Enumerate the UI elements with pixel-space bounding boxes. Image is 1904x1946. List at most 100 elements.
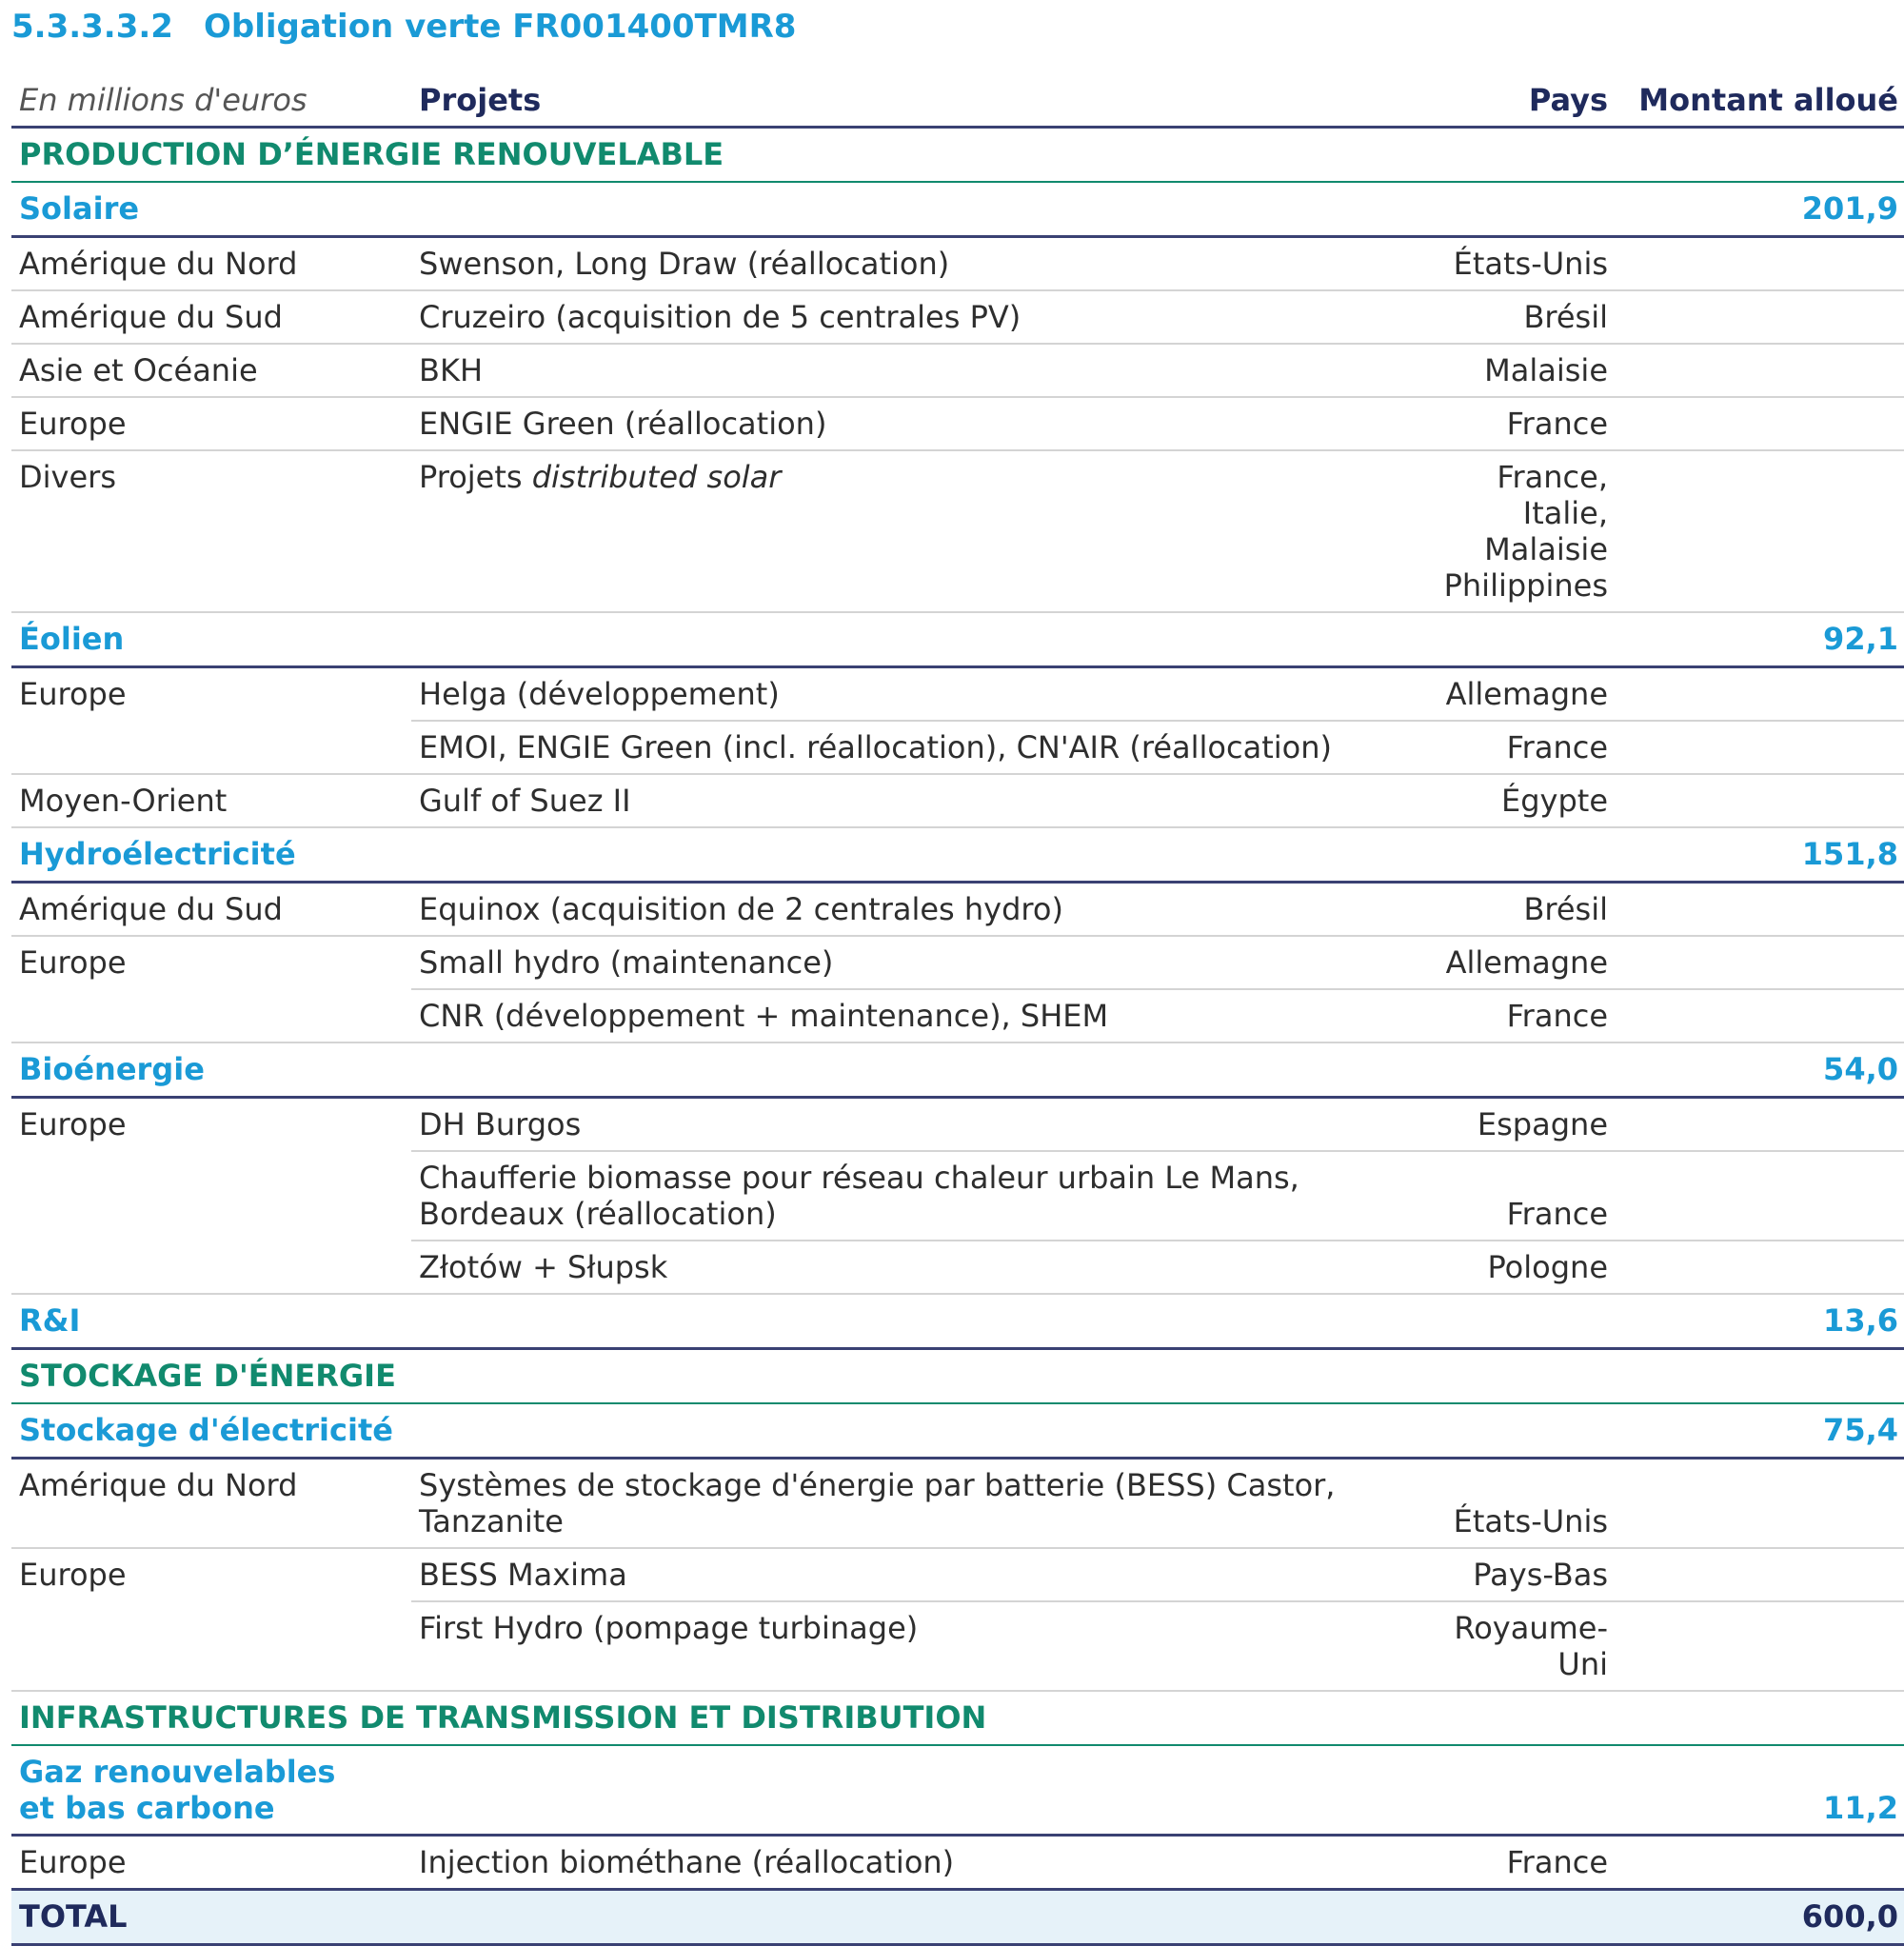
category-label: Bioénergie	[11, 1042, 1616, 1099]
section-title-text: Obligation verte FR001400TMR8	[203, 8, 797, 46]
amount-cell	[1616, 721, 1904, 775]
pays-line: Malaisie	[1484, 531, 1608, 567]
project-cell: Złotów + Słupsk	[411, 1241, 1401, 1295]
region-cell: Europe	[11, 397, 411, 451]
amount-cell	[1616, 344, 1904, 398]
project-cell: CNR (développement + maintenance), SHEM	[411, 989, 1401, 1043]
amount-cell	[1616, 290, 1904, 345]
amount-cell	[1616, 989, 1904, 1043]
category-label-line: et bas carbone	[19, 1790, 275, 1826]
table-row: Złotów + Słupsk Pologne	[11, 1241, 1904, 1295]
allocation-table: En millions d'euros Projets Pays Montant…	[11, 53, 1904, 1946]
section-row-production: PRODUCTION D’ÉNERGIE RENOUVELABLE	[11, 127, 1904, 183]
region-cell: Amérique du Sud	[11, 290, 411, 345]
region-cell: Europe	[11, 1097, 411, 1295]
category-row-ri: R&I 13,6	[11, 1294, 1904, 1350]
pays-cell: États-Unis	[1401, 1458, 1616, 1549]
pays-cell: Pologne	[1401, 1241, 1616, 1295]
category-label: Gaz renouvelables et bas carbone	[11, 1745, 1616, 1837]
table-row: Amérique du Sud Cruzeiro (acquisition de…	[11, 290, 1904, 345]
table-row: Amérique du Sud Equinox (acquisition de …	[11, 882, 1904, 937]
category-amount: 13,6	[1616, 1294, 1904, 1350]
table-row: Chaufferie biomasse pour réseau chaleur …	[11, 1151, 1904, 1241]
category-row-eolien: Éolien 92,1	[11, 612, 1904, 668]
amount-cell	[1616, 1151, 1904, 1241]
project-cell: BKH	[411, 344, 1401, 398]
total-row: TOTAL 600,0	[11, 1888, 1904, 1946]
project-cell: Injection biométhane (réallocation)	[419, 1844, 955, 1880]
pays-cell: France	[1401, 1151, 1616, 1241]
table-row: Europe Injection biométhane (réallocatio…	[11, 1836, 1904, 1890]
table-row: EMOI, ENGIE Green (incl. réallocation), …	[11, 721, 1904, 775]
project-cell: Cruzeiro (acquisition de 5 centrales PV)	[411, 290, 1401, 345]
pays-cell: Royaume-Uni	[1401, 1601, 1616, 1692]
table-row: Europe Small hydro (maintenance) Allemag…	[11, 936, 1904, 1043]
category-amount: 201,9	[1616, 182, 1904, 238]
project-cell: EMOI, ENGIE Green (incl. réallocation), …	[411, 721, 1401, 775]
table-row: Amérique du Nord Systèmes de stockage d'…	[11, 1458, 1904, 1549]
category-amount: 92,1	[1616, 612, 1904, 668]
category-amount: 54,0	[1616, 1042, 1904, 1099]
total-label: TOTAL	[11, 1888, 1616, 1946]
table-header: En millions d'euros Projets Pays Montant…	[11, 53, 1904, 129]
table-row: Europe Helga (développement) Allemagne	[11, 666, 1904, 775]
total-amount: 600,0	[1616, 1888, 1904, 1946]
region-cell: Europe	[19, 1844, 127, 1880]
project-line: Bordeaux (réallocation)	[419, 1196, 777, 1232]
project-cell: Chaufferie biomasse pour réseau chaleur …	[411, 1151, 1401, 1241]
unit-header: En millions d'euros	[11, 53, 411, 129]
pays-cell: Brésil	[1401, 882, 1616, 937]
table-row: Asie et Océanie BKH Malaisie	[11, 344, 1904, 398]
category-label: R&I	[11, 1294, 1616, 1350]
project-cell: Small hydro (maintenance)	[411, 936, 1401, 990]
amount-cell	[1616, 1241, 1904, 1295]
category-amount: 11,2	[1616, 1745, 1904, 1837]
project-cell: Equinox (acquisition de 2 centrales hydr…	[411, 882, 1401, 937]
amount-cell	[1616, 236, 1904, 291]
project-cell: Projets distributed solar	[411, 450, 1401, 613]
pays-cell: France, Italie, Malaisie Philippines	[1401, 450, 1616, 613]
amount-cell	[1616, 774, 1904, 828]
amount-cell	[1616, 1548, 1904, 1602]
pays-cell: Brésil	[1401, 290, 1616, 345]
projets-header: Projets	[411, 53, 1401, 129]
table-row: Europe DH Burgos Espagne	[11, 1097, 1904, 1295]
region-cell: Amérique du Nord	[11, 236, 411, 291]
table-row: Europe BESS Maxima Pays-Bas	[11, 1548, 1904, 1692]
table-row: Moyen-Orient Gulf of Suez II Égypte	[11, 774, 1904, 828]
pays-header: Pays	[1401, 53, 1616, 129]
project-cell: Gulf of Suez II	[411, 774, 1401, 828]
region-cell: Divers	[11, 450, 411, 613]
section-label: STOCKAGE D'ÉNERGIE	[11, 1348, 1904, 1404]
region-cell: Amérique du Sud	[11, 882, 411, 937]
project-cell: First Hydro (pompage turbinage)	[411, 1601, 1401, 1692]
amount-cell	[1616, 666, 1904, 722]
category-label: Solaire	[11, 182, 1616, 238]
region-cell: Amérique du Nord	[11, 1458, 411, 1549]
project-cell: BESS Maxima	[411, 1548, 1401, 1602]
pays-line: Philippines	[1443, 567, 1608, 604]
project-line: Systèmes de stockage d'énergie par batte…	[419, 1467, 1336, 1503]
project-cell: Systèmes de stockage d'énergie par batte…	[411, 1458, 1401, 1549]
pays-cell: Allemagne	[1401, 666, 1616, 722]
pays-cell: États-Unis	[1401, 236, 1616, 291]
category-row-stockage-electricite: Stockage d'électricité 75,4	[11, 1403, 1904, 1460]
region-cell: Europe	[11, 936, 411, 1043]
amount-cell	[1616, 450, 1904, 613]
amount-cell	[1616, 1836, 1904, 1890]
category-amount: 75,4	[1616, 1403, 1904, 1460]
section-title: 5.3.3.3.2 Obligation verte FR001400TMR8	[11, 0, 1893, 53]
amount-cell	[1616, 1097, 1904, 1152]
section-row-infrastructures: INFRASTRUCTURES DE TRANSMISSION ET DISTR…	[11, 1691, 1904, 1746]
pays-cell: Allemagne	[1401, 936, 1616, 990]
category-row-bioenergie: Bioénergie 54,0	[11, 1042, 1904, 1099]
pays-cell: France	[1401, 989, 1616, 1043]
table-row: Europe ENGIE Green (réallocation) France	[11, 397, 1904, 451]
category-row-gaz: Gaz renouvelables et bas carbone 11,2	[11, 1745, 1904, 1837]
project-cell: Helga (développement)	[411, 666, 1401, 722]
montant-header: Montant alloué	[1616, 53, 1904, 129]
pays-cell: Espagne	[1401, 1097, 1616, 1152]
project-cell: DH Burgos	[411, 1097, 1401, 1152]
region-cell: Asie et Océanie	[11, 344, 411, 398]
category-label: Hydroélectricité	[11, 827, 1616, 884]
